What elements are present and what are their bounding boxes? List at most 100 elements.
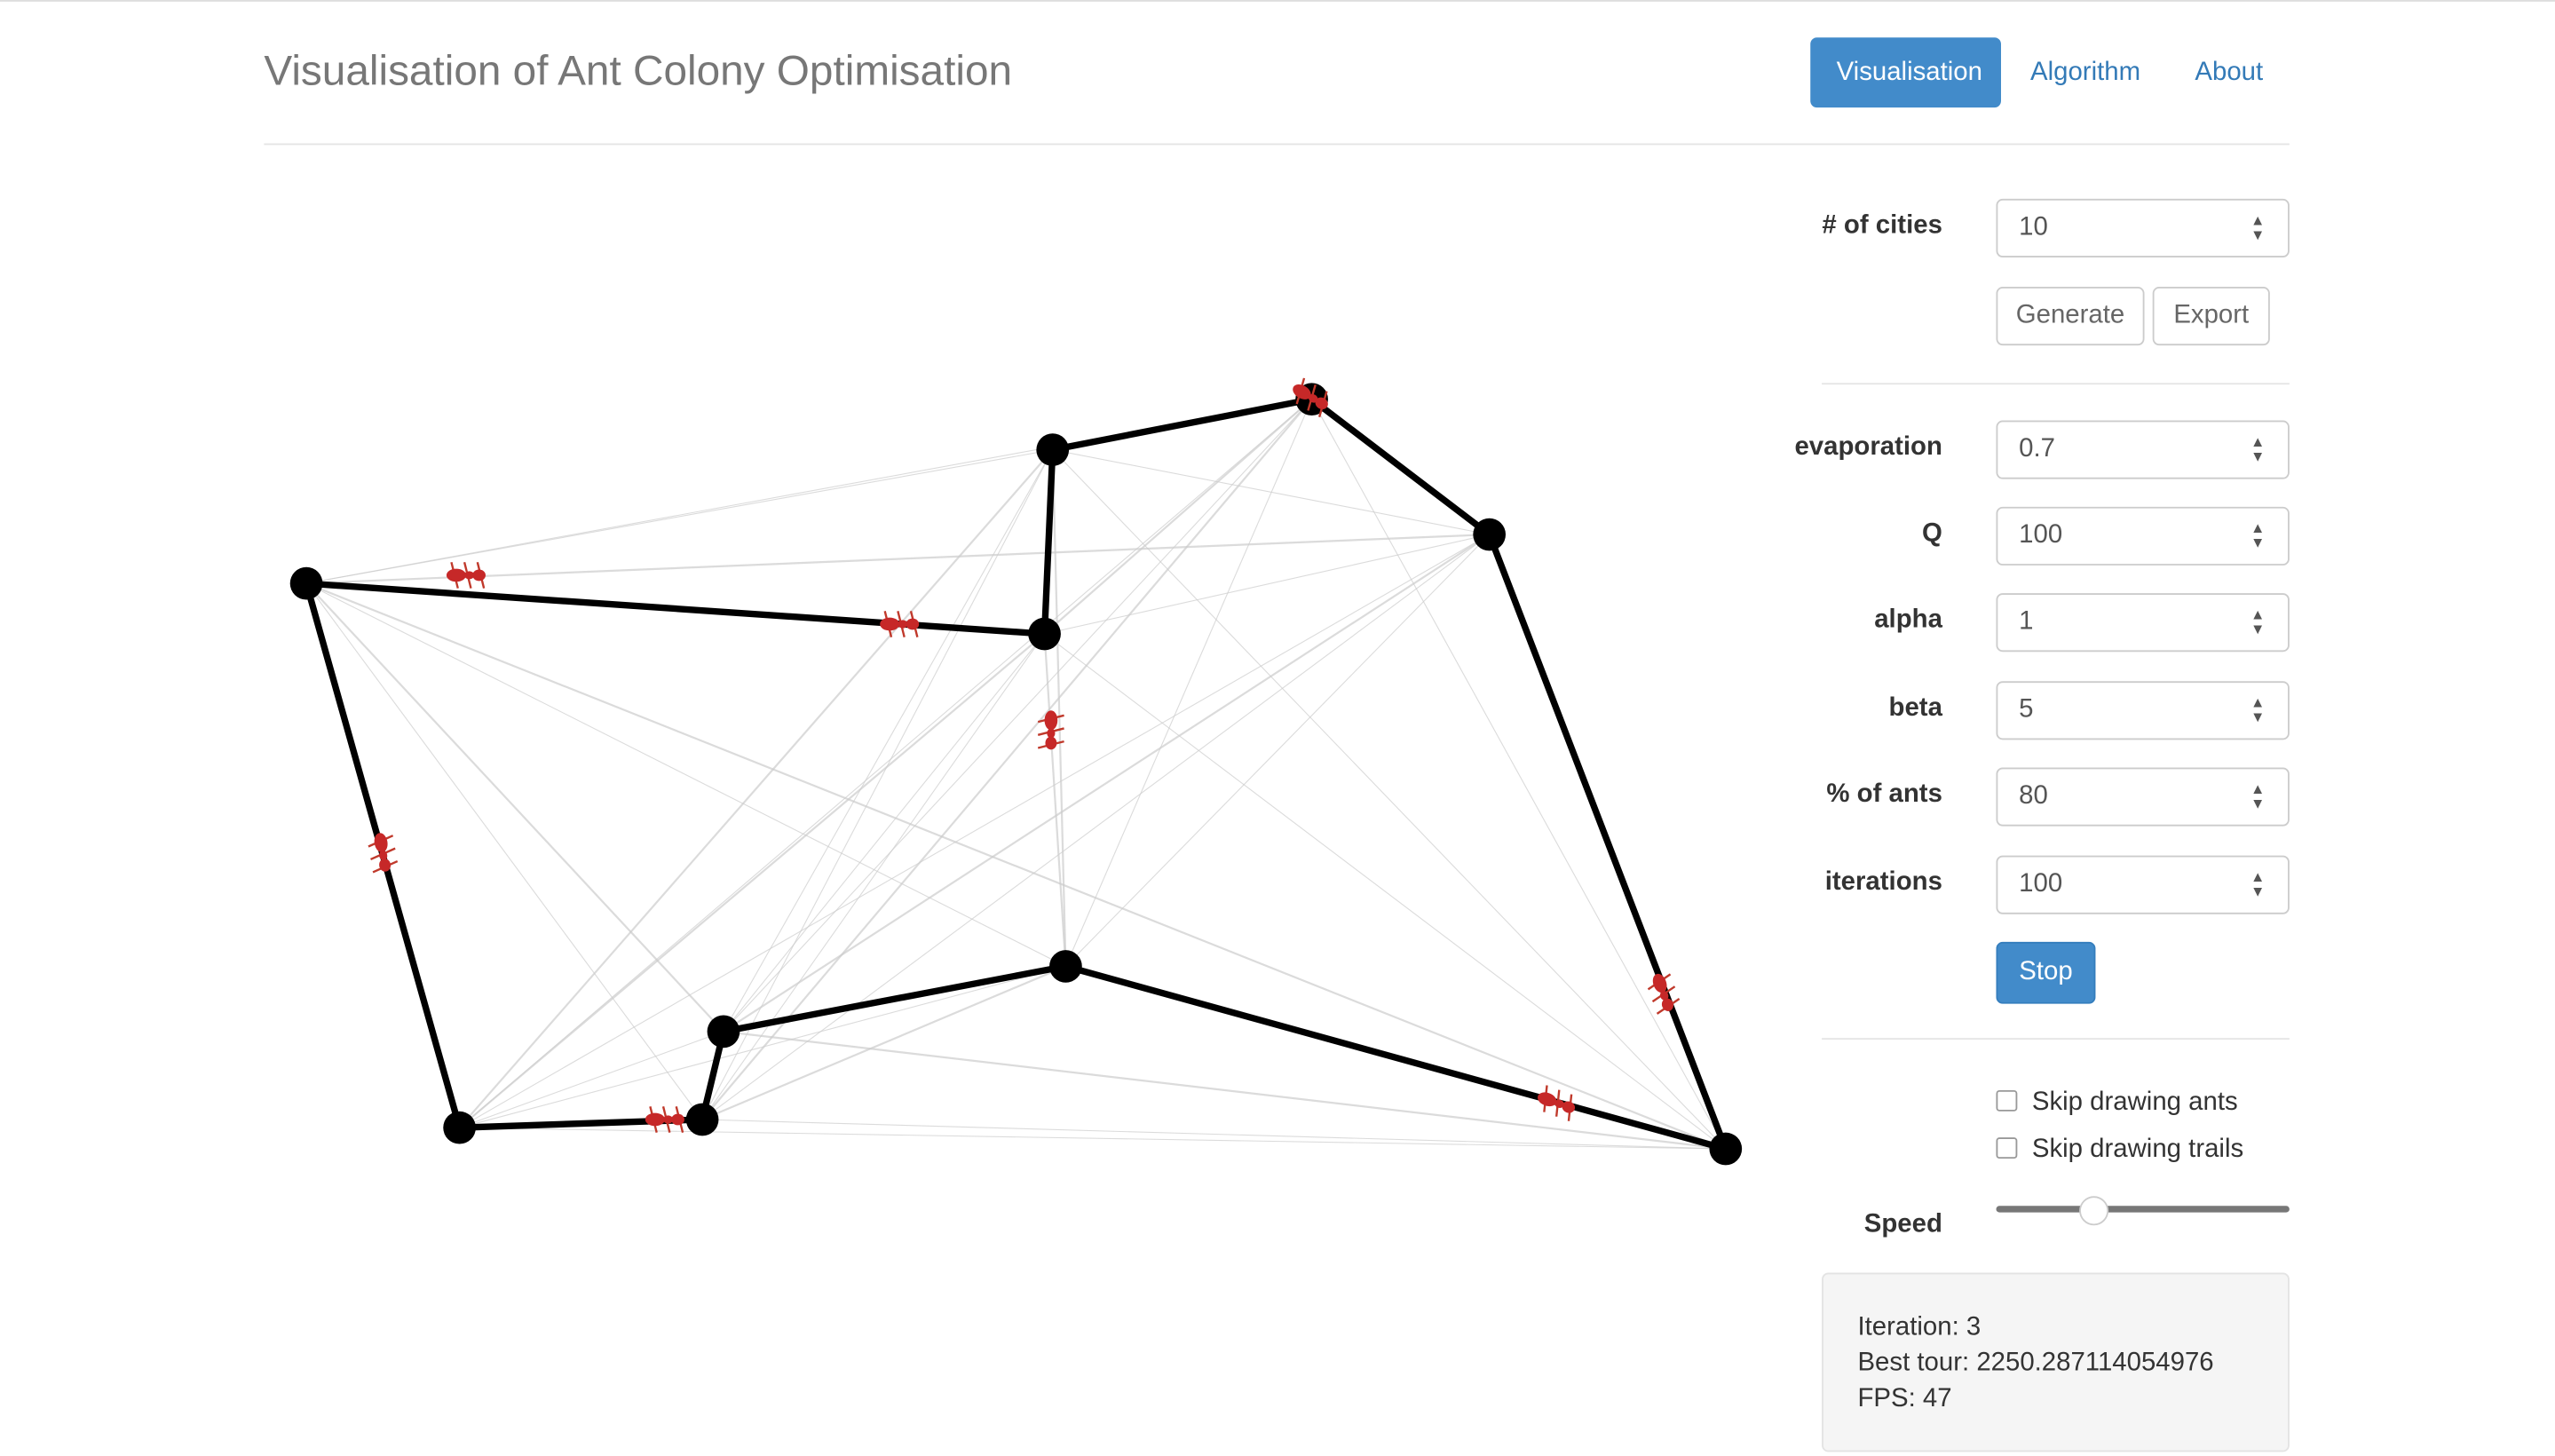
spinner[interactable]: ▲ ▼ [2250,211,2266,243]
city [1473,518,1507,551]
trail [459,399,1312,1128]
ant-part [1045,736,1057,750]
trail [701,633,1046,1120]
trail [1052,449,1727,1150]
ant-part [379,851,388,861]
field-label: beta [1888,693,1942,723]
stop-button[interactable]: Stop [1996,941,2096,1004]
spinner[interactable]: ▲ ▼ [2250,780,2266,812]
stat-line: Iteration: 3 [1857,1313,1982,1341]
trail [306,533,1490,585]
field-label: evaporation [1794,433,1942,462]
trail [723,1030,1726,1151]
spinner[interactable]: ▲ ▼ [2250,693,2266,725]
ant-part [1293,384,1311,400]
top-border [0,0,2555,2]
checkbox-row[interactable]: Skip drawing trails [1996,1136,2243,1165]
number-input[interactable]: 80 ▲ ▼ [1996,767,2290,827]
ant-part [446,568,466,582]
ant-part [663,1115,674,1124]
ant [880,611,920,637]
ant [446,561,486,589]
ant-part [909,611,919,637]
nav-about[interactable]: About [2195,59,2264,87]
trail [701,534,1490,1120]
checkbox[interactable] [1996,1137,2018,1159]
number-input[interactable]: 5 ▲ ▼ [1996,681,2290,740]
trail [701,449,1054,1120]
field-label: iterations [1824,868,1942,897]
trail [702,1119,1726,1150]
ant-part [898,620,908,629]
spinner[interactable]: ▲ ▼ [2250,519,2266,551]
speed-track[interactable] [1996,1206,2290,1213]
checkbox-row[interactable]: Skip drawing ants [1996,1088,2238,1118]
page-title: Visualisation of Ant Colony Optimisation [264,45,1013,95]
spinner[interactable]: ▲ ▼ [2250,868,2266,900]
city [685,1103,719,1136]
city [707,1015,740,1048]
number-input[interactable]: 1 ▲ ▼ [1996,593,2290,653]
trail [458,633,1046,1129]
trail [305,449,1053,584]
trail [1064,399,1313,967]
trail [1043,398,1313,635]
city [1028,617,1061,651]
number-input[interactable]: 10 ▲ ▼ [1996,198,2290,258]
nav-visualisation[interactable]: Visualisation [1810,37,2001,108]
trail [458,448,1054,1128]
field-label: alpha [1874,605,1942,635]
ant-part [645,1112,665,1127]
trail [459,1031,724,1128]
export-button[interactable]: Export [2152,287,2270,346]
trail [1311,399,1727,1150]
number-input[interactable]: 0.7 ▲ ▼ [1996,420,2290,479]
trail [1044,633,1727,1150]
trail [1065,534,1491,967]
ant-canvas [289,377,1743,1166]
ant-part [464,571,475,580]
generate-button[interactable]: Generate [1996,287,2145,346]
city [1709,1132,1743,1166]
ant-part [671,1113,684,1126]
ant-part [1538,1092,1557,1107]
trail [305,582,703,1120]
ant [368,833,399,874]
spinner[interactable]: ▲ ▼ [2250,433,2266,465]
field-label: Q [1922,519,1942,548]
ant-part [1047,728,1056,739]
ant-part [1308,393,1318,403]
checkbox-label[interactable]: Skip drawing trails [2031,1136,2244,1164]
number-input[interactable]: 100 ▲ ▼ [1996,506,2290,566]
ant-part [1044,710,1058,731]
trail [305,582,1727,1151]
ant [1293,377,1328,418]
ant-part [374,833,388,853]
stat-line: Best tour: 2250.287114054976 [1857,1349,2214,1377]
ant-part [1659,990,1669,1001]
divider [1822,1038,2290,1041]
trail [1044,534,1490,635]
trail [723,633,1045,1033]
stat-line: FPS: 47 [1857,1385,1952,1413]
checkbox[interactable] [1996,1089,2018,1112]
number-input[interactable]: 100 ▲ ▼ [1996,855,2290,914]
speed-thumb[interactable] [2079,1196,2109,1226]
city [1036,433,1070,466]
checkbox-label[interactable]: Skip drawing ants [2031,1088,2238,1117]
trail [459,534,1490,1128]
ant-part [1652,973,1667,993]
trail [723,534,1491,1033]
trail [723,449,1054,1033]
stats-panel: Iteration: 3 Best tour: 2250.287114054976… [1822,1272,2290,1452]
ant-part [1562,1101,1576,1113]
field-label: % of ants [1826,780,1942,809]
spinner[interactable]: ▲ ▼ [2250,605,2266,637]
nav-algorithm[interactable]: Algorithm [2030,59,2141,87]
city [443,1111,476,1144]
ant-part [1661,998,1673,1011]
ant [1647,973,1681,1015]
trail [305,582,1066,967]
